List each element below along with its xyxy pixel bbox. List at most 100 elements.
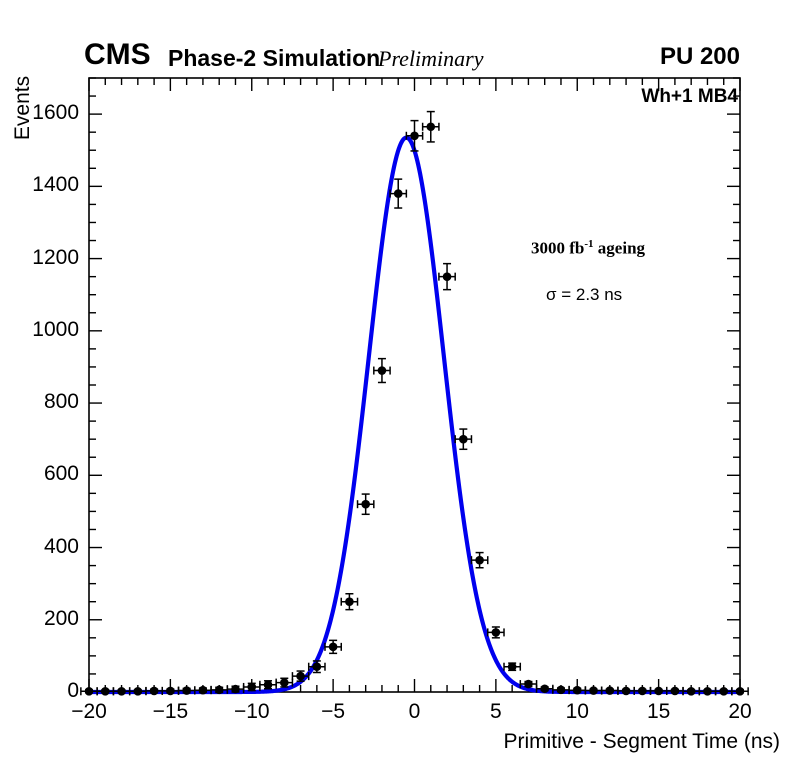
y-tick-label: 1000 [32, 317, 79, 341]
data-point [617, 686, 635, 696]
marker-dot [589, 686, 598, 695]
marker-dot [166, 686, 175, 696]
ageing-value: 3000 fb [531, 238, 585, 258]
x-tick-label: −5 [321, 700, 346, 723]
marker-dot [524, 679, 533, 689]
marker-dot [735, 686, 745, 696]
marker-dot [475, 555, 484, 565]
marker-dot [312, 662, 322, 672]
data-point [405, 119, 424, 152]
data-point [128, 686, 147, 696]
marker-dot [133, 686, 143, 696]
data-point [633, 686, 652, 696]
marker-dot [393, 189, 403, 198]
data-point [307, 660, 326, 674]
data-point [275, 677, 294, 688]
marker-dot [654, 686, 663, 696]
y-tick-label: 400 [43, 534, 79, 558]
marker-dot [84, 686, 94, 696]
marker-dot [410, 131, 419, 141]
data-point [259, 680, 277, 690]
data-points [80, 110, 749, 696]
marker-dot [719, 686, 729, 696]
data-point [731, 686, 749, 696]
marker-dot [328, 642, 338, 652]
marker-dot [459, 434, 468, 444]
data-point [96, 686, 115, 696]
marker-dot [605, 686, 615, 695]
marker-dot [280, 678, 289, 687]
y-tick-label: 200 [43, 606, 79, 630]
data-point [666, 686, 684, 696]
y-tick-label: 1200 [32, 245, 79, 269]
marker-dot [556, 685, 566, 695]
region-label: Wh+1 MB4 [641, 86, 738, 107]
marker-dot [100, 686, 110, 696]
x-tick-label: −20 [71, 700, 107, 723]
data-point [519, 679, 538, 689]
marker-dot [670, 686, 680, 696]
marker-dot [214, 685, 224, 695]
marker-dot [117, 686, 126, 696]
data-point [373, 357, 391, 384]
data-point [161, 686, 180, 696]
y-tick-label: 600 [43, 462, 79, 486]
x-tick-label: 5 [490, 700, 502, 723]
data-point [470, 551, 489, 569]
marker-dot [247, 682, 257, 692]
marker-dot [507, 662, 517, 672]
x-tick-label: −15 [152, 700, 189, 723]
data-point [421, 110, 440, 143]
marker-dot [426, 122, 436, 132]
data-point [454, 428, 473, 451]
cms-logo: CMS [84, 38, 151, 71]
x-axis-title: Primitive - Segment Time (ns) [503, 730, 780, 753]
y-tick-label: 1400 [32, 173, 79, 197]
x-tick-label: 0 [408, 700, 421, 723]
marker-dot [345, 597, 354, 607]
marker-dot [182, 686, 191, 695]
ageing-exponent: -1 [584, 238, 594, 250]
data-point [486, 626, 505, 639]
marker-dot [361, 499, 370, 509]
x-tick-label: 10 [565, 700, 589, 723]
ageing-suffix: ageing [593, 238, 646, 258]
pileup-label: PU 200 [659, 43, 740, 70]
preliminary-label: Preliminary [378, 46, 484, 71]
marker-dot [638, 686, 647, 696]
ageing-annotation: 3000 fb-1 ageing [531, 238, 645, 259]
marker-dot [296, 671, 305, 681]
data-point [438, 262, 456, 291]
simulation-label: Phase-2 Simulation [168, 45, 381, 71]
y-tick-label: 0 [67, 679, 79, 702]
marker-dot [540, 684, 549, 694]
data-point [389, 178, 408, 209]
resolution-annotation: σ = 2.3 ns [546, 285, 623, 304]
marker-dot [686, 686, 696, 696]
marker-dot [149, 686, 159, 696]
data-point [324, 639, 343, 655]
marker-dot [572, 685, 582, 695]
marker-dot [703, 686, 712, 696]
marker-dot [198, 685, 208, 695]
data-point [682, 686, 701, 696]
marker-dot [377, 366, 387, 375]
data-point [584, 686, 603, 695]
marker-dot [621, 686, 631, 696]
data-point [291, 670, 310, 682]
data-point [340, 593, 359, 611]
marker-dot [263, 680, 273, 690]
marker-dot [491, 628, 501, 637]
data-point [503, 662, 522, 672]
data-point [356, 493, 375, 516]
x-tick-label: 15 [646, 700, 671, 723]
marker-dot [231, 684, 240, 694]
x-tick-label: 20 [728, 700, 752, 723]
marker-dot [442, 272, 452, 281]
y-tick-label: 800 [43, 390, 79, 414]
x-tick-label: −10 [233, 700, 270, 723]
y-tick-label: 1600 [32, 101, 79, 125]
data-point [242, 682, 261, 692]
